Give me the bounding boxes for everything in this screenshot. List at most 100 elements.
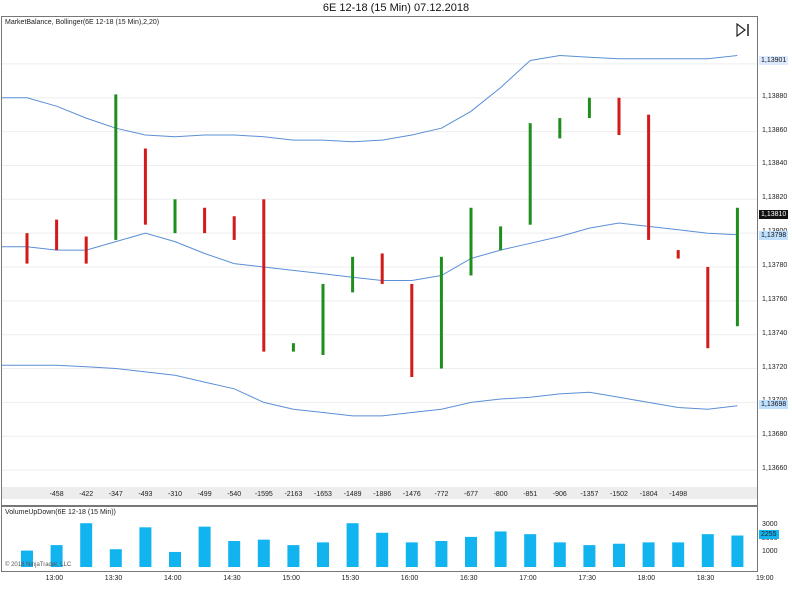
delta-value: -1502: [610, 491, 628, 498]
time-tick-label: 14:00: [164, 575, 182, 582]
volume-bar: [109, 549, 122, 567]
volume-bar: [642, 542, 655, 567]
time-tick-label: 18:30: [696, 575, 715, 582]
delta-value: -677: [464, 491, 478, 498]
candle-body: [587, 97, 591, 119]
time-tick-label: 15:30: [341, 575, 360, 582]
price-marker: 1,13901: [759, 56, 789, 66]
volume-bar: [198, 526, 211, 567]
price-chart-panel[interactable]: MarketBalance, Bollinger(6E 12-18 (15 Mi…: [1, 16, 758, 506]
time-tick-label: 15:00: [282, 575, 300, 582]
price-tick-label: 1,13860: [762, 126, 788, 134]
volume-bar: [317, 542, 329, 567]
candle-body: [173, 199, 177, 234]
delta-value: -1653: [314, 491, 332, 498]
time-tick-label: 16:30: [460, 575, 478, 582]
candle-body: [291, 343, 295, 352]
delta-value: -2163: [284, 491, 302, 498]
price-tick-label: 1,13840: [762, 160, 788, 168]
price-tick-label: 1,13740: [762, 329, 788, 337]
volume-bar: [435, 541, 448, 567]
delta-value: -1498: [669, 491, 687, 498]
candle-body: [528, 123, 532, 225]
volume-tick-label: 3000: [762, 520, 778, 528]
volume-label: VolumeUpDown(6E 12-18 (15 Min)): [5, 509, 116, 516]
volume-bar: [287, 545, 300, 567]
delta-value: -800: [494, 491, 508, 498]
candle-body: [410, 283, 414, 377]
delta-value: -493: [138, 491, 152, 498]
volume-panel[interactable]: VolumeUpDown(6E 12-18 (15 Min)) © 2018 N…: [1, 506, 758, 572]
volume-bar: [494, 531, 507, 567]
delta-value: -1476: [403, 491, 421, 498]
delta-value: -422: [79, 491, 93, 498]
candle-body: [469, 207, 473, 276]
volume-bar: [553, 542, 566, 567]
candle-body: [499, 226, 503, 251]
candle-body: [84, 236, 88, 264]
volume-bar: [465, 536, 477, 567]
volume-tick-label: 1000: [762, 548, 778, 556]
price-marker: 1,13698: [759, 399, 789, 409]
price-tick-label: 1,13880: [762, 92, 788, 100]
delta-value: -906: [553, 491, 567, 498]
delta-value: -851: [523, 491, 537, 498]
play-toggle-icon[interactable]: [735, 22, 751, 38]
price-marker: 1,13798: [759, 230, 789, 240]
time-tick-label: 17:00: [519, 575, 537, 582]
volume-bar: [257, 539, 270, 567]
price-tick-label: 1,13780: [762, 262, 788, 269]
volume-last-value: 2255: [759, 529, 779, 539]
candle-body: [262, 199, 266, 352]
candle-body: [55, 219, 59, 251]
time-tick-label: 13:30: [104, 575, 123, 582]
price-tick-label: 1,13720: [762, 363, 788, 371]
volume-bar: [583, 545, 596, 567]
candle-body: [706, 267, 710, 349]
candle-body: [558, 118, 562, 139]
candle-body: [203, 207, 207, 234]
candle-body: [232, 216, 236, 240]
volume-bar: [524, 534, 537, 567]
candle-body: [647, 114, 651, 240]
price-tick-label: 1,13760: [762, 295, 788, 303]
volume-bar: [672, 542, 685, 567]
bollinger-upper-band: [2, 54, 738, 143]
price-chart: -458 -422 -347 -493 -310 -499 -540 -1595 -2163 -1…: [2, 54, 757, 499]
delta-value: -499: [198, 491, 212, 498]
time-axis[interactable]: 13:00 13:30 14:00 14:30 15:00 15:30 16:00 16:30…: [1, 571, 792, 600]
candle-body: [676, 250, 680, 259]
candle-body: [25, 233, 29, 264]
window-title: 6E 12-18 (15 Min) 07.12.2018: [322, 2, 470, 14]
price-tick-label: 1,13680: [762, 431, 788, 439]
volume-bar: [50, 545, 63, 567]
time-tick-label: 14:30: [223, 575, 241, 582]
time-tick-label: 13:00: [45, 575, 64, 582]
volume-bar: [169, 551, 181, 567]
delta-value: -347: [109, 491, 123, 498]
volume-bar: [139, 527, 152, 567]
candle-body: [143, 148, 147, 225]
time-tick-label: 17:30: [578, 575, 596, 582]
candle-body: [114, 94, 118, 240]
candle-body: [617, 97, 621, 135]
time-tick-label: 16:00: [400, 575, 419, 582]
delta-value: -1489: [344, 491, 362, 498]
volume-bar: [21, 550, 33, 567]
bollinger-middle-band: [2, 222, 738, 281]
price-tick-label: 1,13660: [762, 465, 788, 473]
volume-bar: [228, 541, 241, 567]
delta-value: -540: [227, 491, 241, 498]
copyright-text: © 2018 NinjaTrader, LLC: [5, 562, 72, 568]
candle-body: [351, 256, 355, 293]
time-tick-label: 19:00: [756, 575, 774, 582]
delta-value: -772: [434, 491, 448, 498]
bollinger-lower-band: [2, 364, 738, 417]
candle-body: [321, 283, 325, 355]
delta-value: -1357: [580, 491, 598, 498]
volume-bar: [731, 535, 744, 567]
volume-bar: [376, 532, 389, 567]
candle-body: [439, 256, 443, 369]
volume-axis[interactable]: 3000200010002255: [757, 506, 792, 570]
price-axis[interactable]: 1,139001,138801,138601,138401,138201,138…: [757, 16, 792, 504]
